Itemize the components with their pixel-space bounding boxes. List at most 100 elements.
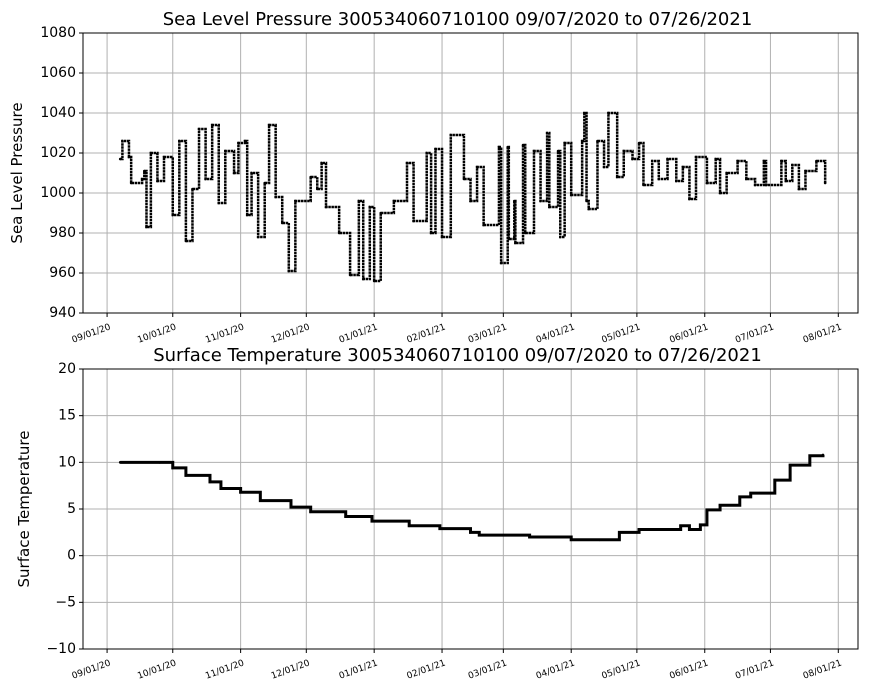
y-tick-label: 0	[67, 548, 76, 564]
data-point	[738, 495, 742, 499]
data-point	[791, 163, 794, 167]
y-tick-label: −5	[55, 594, 76, 610]
data-point	[462, 177, 466, 181]
data-point	[204, 177, 207, 181]
data-series	[120, 454, 825, 542]
data-point	[799, 463, 803, 467]
x-tick-label: 08/01/21	[802, 322, 843, 345]
data-point	[337, 231, 341, 235]
data-point	[149, 151, 153, 155]
data-point	[232, 171, 236, 175]
y-tick-label: 10	[58, 454, 76, 470]
data-point	[243, 139, 247, 143]
data-point	[429, 231, 433, 235]
data-point	[184, 474, 188, 477]
x-tick-label: 11/01/20	[204, 658, 246, 681]
data-point	[361, 277, 365, 281]
data-point	[688, 528, 691, 531]
data-point	[274, 195, 277, 199]
data-point	[674, 179, 678, 183]
data-point	[224, 149, 227, 153]
data-point	[556, 149, 560, 153]
data-point	[587, 207, 591, 211]
data-point	[477, 533, 481, 537]
chart-title: Sea Level Pressure 300534060710100 09/07…	[163, 9, 753, 30]
x-tick-label: 01/01/21	[338, 322, 379, 345]
data-point	[815, 159, 818, 163]
data-point	[287, 269, 291, 273]
data-point	[569, 538, 573, 542]
data-point	[657, 177, 661, 181]
data-point	[725, 171, 728, 175]
data-point	[171, 213, 175, 217]
data-point	[679, 524, 682, 528]
data-point	[607, 111, 610, 115]
data-point	[512, 199, 516, 203]
data-point	[142, 169, 146, 173]
data-point	[532, 149, 536, 153]
axes-frame	[82, 32, 859, 314]
data-point	[263, 181, 267, 185]
y-tick-label: 15	[58, 408, 76, 424]
data-point	[162, 155, 166, 159]
data-point	[583, 111, 586, 115]
x-tick-label: 04/01/21	[535, 322, 576, 345]
x-tick-label: 08/01/21	[802, 658, 843, 681]
chart-title: Surface Temperature 300534060710100 09/0…	[153, 345, 762, 366]
data-point	[438, 527, 442, 530]
temperature-chart: 09/01/20 10/01/20 11/01/20 12/01/20 01/01/21…	[15, 345, 859, 682]
y-tick-label: 1040	[40, 105, 76, 121]
data-point	[714, 157, 717, 161]
x-tick-label: 01/01/21	[338, 658, 379, 681]
data-point	[237, 141, 240, 145]
data-point	[631, 157, 634, 161]
data-point	[324, 205, 328, 209]
data-point	[659, 528, 663, 531]
data-point	[208, 480, 212, 484]
y-tick-label: 940	[49, 305, 76, 321]
data-point	[545, 131, 549, 135]
data-point	[245, 213, 249, 217]
data-point	[127, 155, 131, 159]
x-tick-label: 03/01/21	[467, 658, 508, 681]
data-point	[368, 205, 372, 209]
y-tick-label: 1000	[40, 185, 76, 201]
data-point	[348, 273, 352, 277]
x-tick-label: 07/01/21	[734, 658, 775, 681]
data-point	[184, 239, 188, 243]
data-point	[379, 211, 383, 215]
y-tick-label: −10	[46, 641, 76, 657]
data-point	[407, 524, 411, 528]
data-point	[171, 466, 175, 470]
data-point	[372, 279, 376, 283]
data-point	[788, 463, 792, 467]
data-point	[344, 515, 348, 518]
data-point	[764, 183, 768, 187]
data-point	[156, 179, 159, 183]
data-point	[145, 225, 148, 229]
data-point	[650, 159, 654, 163]
x-tick-label: 02/01/21	[406, 322, 447, 345]
data-point	[289, 505, 293, 509]
data-point	[357, 199, 361, 203]
y-tick-label: 1020	[40, 145, 76, 161]
data-point	[821, 453, 825, 457]
x-tick-label: 06/01/21	[668, 658, 709, 681]
x-tick-label: 11/01/20	[204, 322, 246, 345]
x-tick-label: 05/01/21	[601, 322, 642, 345]
data-point	[688, 197, 691, 201]
data-point	[753, 183, 757, 187]
data-point	[294, 199, 297, 203]
axes-frame	[82, 368, 859, 650]
data-point	[548, 205, 551, 209]
data-point	[637, 141, 641, 145]
data-point	[637, 528, 641, 531]
data-point	[642, 183, 645, 187]
x-tick-label: 12/01/20	[270, 658, 312, 681]
x-tick-label: 07/01/21	[734, 322, 775, 345]
data-point	[745, 177, 748, 181]
data-point	[705, 181, 709, 185]
x-tick-label: 09/01/20	[71, 658, 113, 681]
data-point	[497, 145, 501, 149]
data-point	[506, 145, 510, 149]
